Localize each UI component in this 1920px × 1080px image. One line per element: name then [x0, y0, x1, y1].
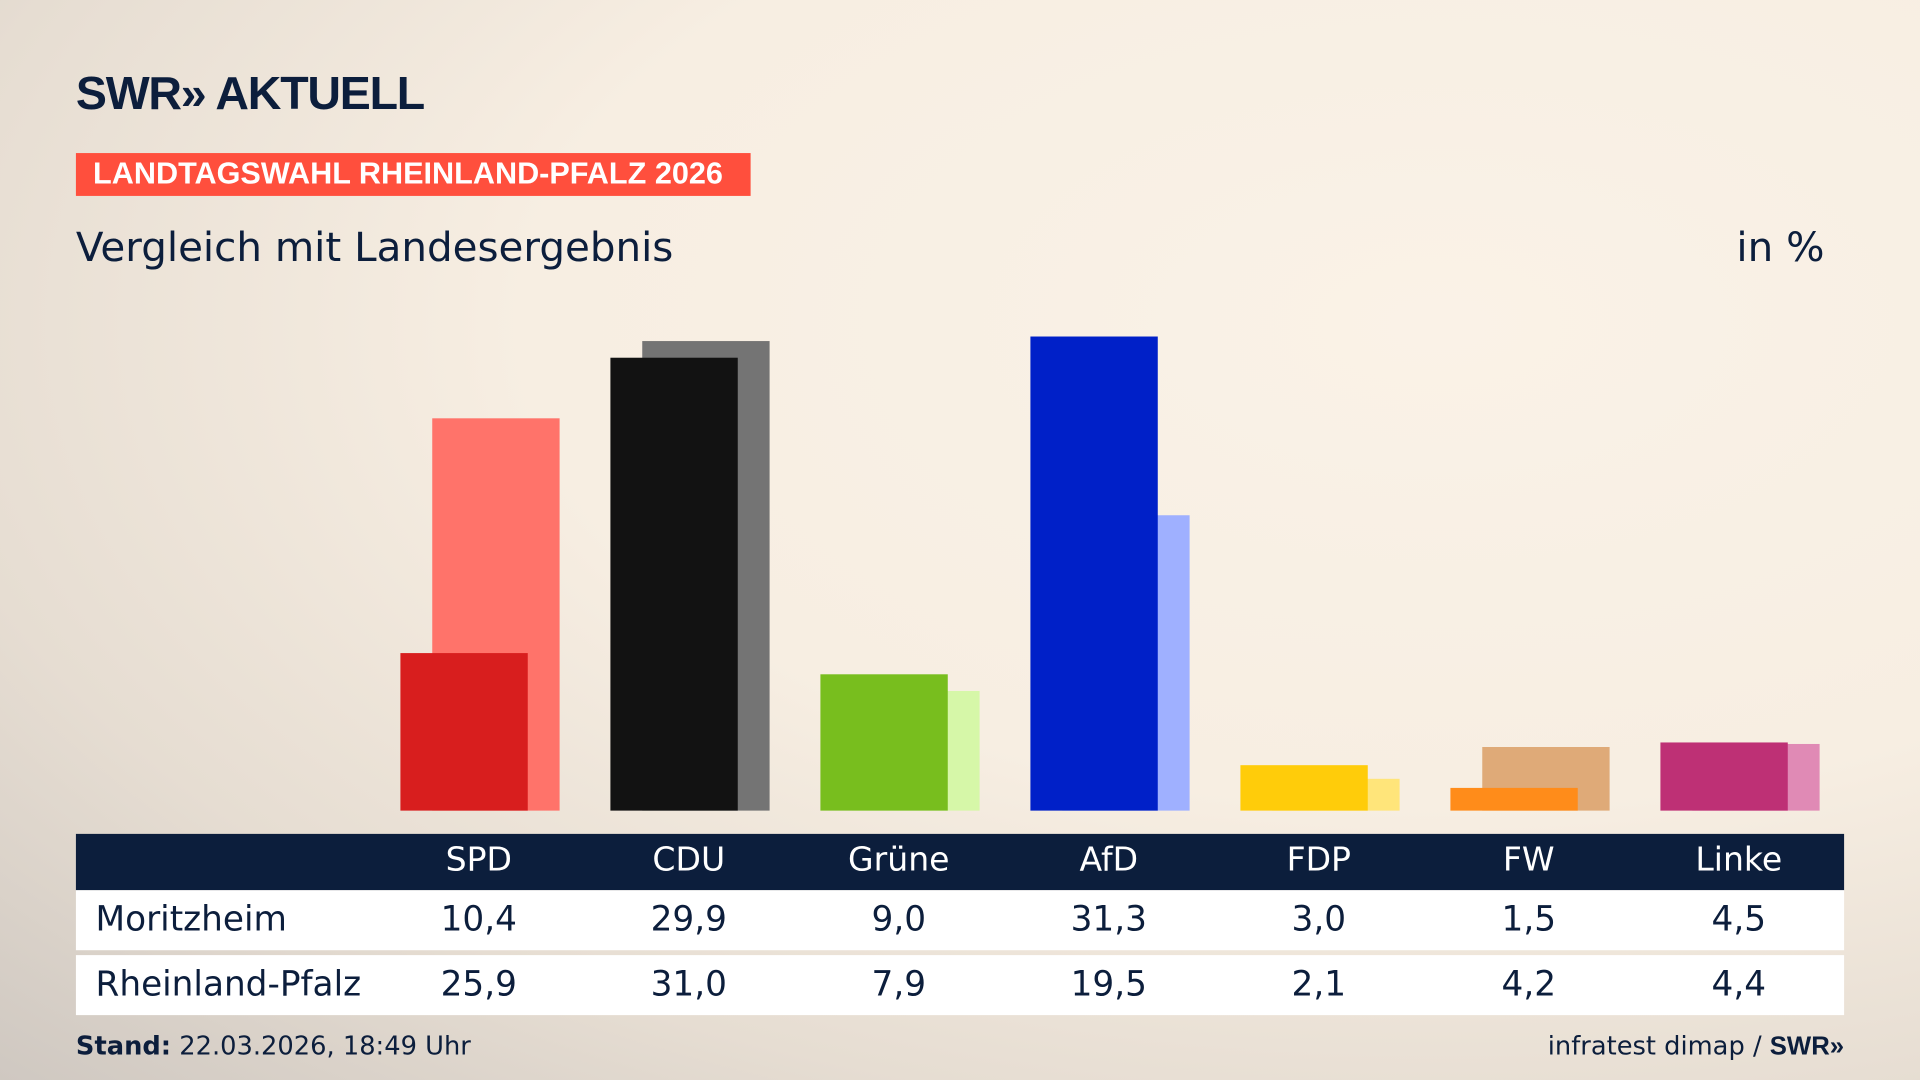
local-bar-fdp — [1240, 765, 1368, 811]
stand-label: Stand: — [75, 1031, 172, 1061]
table-row-local — [75, 890, 1845, 951]
local-value: 4,5 — [1711, 898, 1767, 940]
bar-chart — [400, 336, 1820, 811]
local-bar-afd — [1030, 336, 1158, 811]
local-value: 9,0 — [871, 898, 927, 940]
state-value: 31,0 — [650, 963, 727, 1005]
column-header-grüne: Grüne — [848, 841, 950, 880]
source-text: infratest dimap / — [1547, 1031, 1770, 1061]
column-header-afd: AfD — [1079, 841, 1139, 880]
column-header-cdu: CDU — [652, 841, 726, 880]
state-value: 7,9 — [871, 963, 927, 1005]
state-value: 4,2 — [1501, 963, 1557, 1005]
swr-aktuell-logo: SWR» AKTUELL — [75, 68, 425, 121]
table-header — [75, 833, 1845, 891]
local-bar-spd — [400, 653, 528, 811]
local-bar-fw — [1450, 787, 1578, 811]
column-header-fdp: FDP — [1286, 841, 1351, 880]
table-row-state — [75, 955, 1845, 1016]
local-value: 3,0 — [1291, 898, 1347, 940]
column-header-fw: FW — [1502, 841, 1555, 880]
state-value: 2,1 — [1291, 963, 1347, 1005]
column-header-spd: SPD — [445, 841, 512, 880]
local-value: 10,4 — [440, 898, 517, 940]
unit-label: in % — [1736, 222, 1825, 271]
swr-footer-logo: SWR» — [1769, 1032, 1845, 1061]
state-value: 25,9 — [440, 963, 517, 1005]
election-tag: LANDTAGSWAHL RHEINLAND-PFALZ 2026 — [75, 153, 751, 196]
row-label-state: Rheinland-Pfalz — [95, 963, 362, 1005]
stand-value: 22.03.2026, 18:49 Uhr — [171, 1031, 471, 1061]
local-bar-grüne — [820, 674, 948, 811]
state-value: 19,5 — [1070, 963, 1147, 1005]
column-header-linke: Linke — [1695, 841, 1783, 880]
chart-subtitle: Vergleich mit Landesergebnis — [75, 222, 674, 271]
source: infratest dimap / SWR» — [1548, 1031, 1844, 1062]
local-bar-linke — [1660, 742, 1788, 811]
local-value: 31,3 — [1070, 898, 1147, 940]
timestamp: Stand: 22.03.2026, 18:49 Uhr — [76, 1031, 471, 1060]
local-value: 29,9 — [650, 898, 727, 940]
row-label-local: Moritzheim — [95, 898, 287, 940]
local-bar-cdu — [610, 357, 738, 811]
local-value: 1,5 — [1501, 898, 1557, 940]
state-value: 4,4 — [1711, 963, 1767, 1005]
